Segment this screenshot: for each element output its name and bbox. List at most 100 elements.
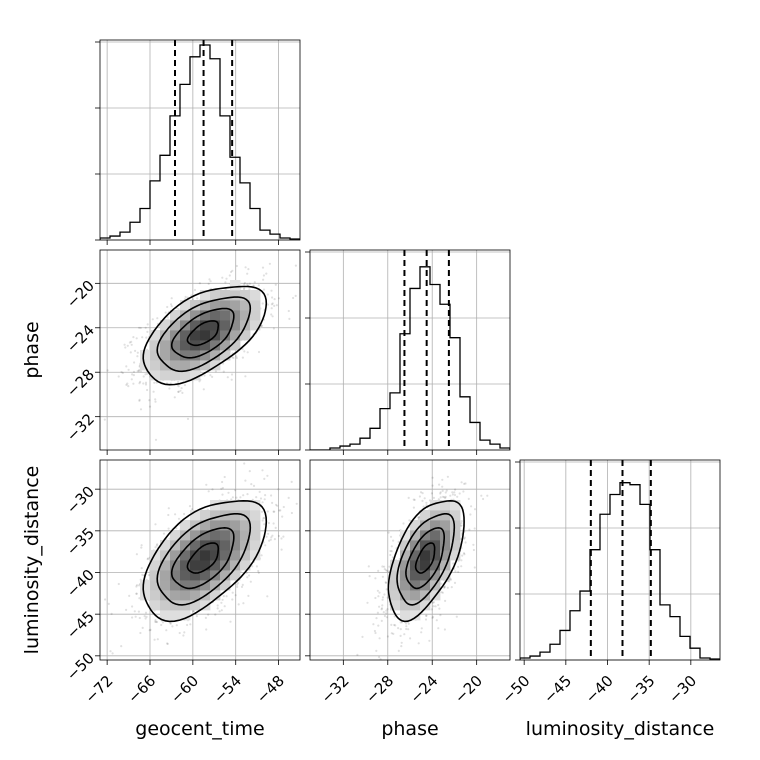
scatter-point: [169, 622, 172, 625]
density-cell: [190, 370, 201, 381]
scatter-point: [237, 603, 240, 606]
scatter-point: [464, 482, 467, 485]
scatter-point: [441, 485, 444, 488]
scatter-point: [192, 610, 195, 613]
scatter-point: [470, 505, 473, 508]
scatter-point: [198, 380, 201, 383]
density-cell: [150, 600, 161, 611]
scatter-point: [271, 315, 274, 318]
scatter-point: [387, 531, 390, 534]
scatter-point: [463, 537, 466, 540]
scatter-point: [168, 387, 171, 390]
scatter-point: [207, 282, 210, 285]
scatter-point: [440, 591, 443, 594]
scatter-point: [460, 524, 463, 528]
scatter-point: [402, 522, 405, 525]
scatter-point: [167, 527, 170, 530]
scatter-point: [444, 491, 447, 494]
scatter-point: [203, 374, 206, 377]
scatter-point: [379, 658, 382, 660]
x-axis-label-geocent_time: geocent_time: [135, 718, 264, 740]
scatter-point: [170, 305, 173, 308]
x-tick-label-geocent_time: −48: [253, 672, 288, 707]
density-cell: [190, 580, 201, 591]
scatter-point: [391, 556, 394, 559]
scatter-point: [132, 374, 135, 377]
density-cell: [190, 540, 201, 551]
scatter-point: [262, 517, 265, 520]
scatter-point: [221, 493, 224, 496]
scatter-point: [266, 510, 269, 513]
scatter-point: [222, 595, 225, 598]
scatter-point: [260, 324, 264, 328]
scatter-point: [262, 274, 265, 277]
scatter-point: [136, 369, 139, 373]
y-tick-label-phase: −32: [63, 410, 98, 445]
scatter-point: [178, 631, 181, 635]
scatter-point: [274, 283, 277, 286]
density-cell: [200, 570, 211, 581]
density-cell: [190, 300, 201, 311]
scatter-point: [117, 375, 120, 378]
scatter-point: [221, 598, 224, 601]
density-cell: [240, 300, 251, 311]
scatter-point: [443, 586, 446, 589]
scatter-point: [140, 567, 143, 570]
scatter-point: [444, 495, 447, 498]
scatter-point: [269, 538, 272, 541]
scatter-point: [435, 619, 438, 622]
scatter-point: [186, 623, 189, 627]
scatter-point: [407, 628, 410, 631]
scatter-point: [460, 520, 463, 523]
density-cell: [450, 510, 461, 521]
density-cell: [180, 560, 191, 571]
scatter-point: [191, 508, 194, 511]
density-cell: [170, 340, 181, 351]
scatter-point: [383, 568, 386, 571]
scatter-point: [375, 649, 378, 653]
scatter-point: [376, 611, 379, 614]
density-cell: [230, 340, 241, 351]
scatter-point: [166, 642, 169, 646]
density-cell: [250, 310, 261, 321]
scatter-point: [432, 605, 435, 608]
scatter-point: [482, 497, 485, 501]
scatter-point: [133, 361, 136, 364]
density-cell: [200, 510, 211, 521]
scatter-point: [207, 490, 210, 493]
density-cell: [420, 570, 431, 581]
density-cell: [400, 550, 411, 561]
scatter-point: [407, 622, 410, 625]
density-cell: [150, 560, 161, 571]
density-cell: [200, 360, 211, 371]
scatter-point: [145, 615, 148, 619]
scatter-point: [399, 628, 402, 631]
scatter-point: [193, 288, 197, 292]
scatter-point: [156, 317, 159, 320]
density-cell: [160, 330, 171, 341]
scatter-point: [248, 470, 251, 473]
scatter-point: [412, 498, 415, 501]
scatter-point: [271, 302, 274, 305]
scatter-point: [276, 504, 279, 507]
scatter-point: [383, 565, 386, 568]
x-tick-label-luminosity_distance: −50: [498, 672, 533, 707]
scatter-point: [243, 281, 246, 285]
density-cell: [230, 330, 241, 341]
scatter-point: [397, 627, 400, 630]
density-cell: [160, 540, 171, 551]
scatter-point: [137, 370, 140, 373]
y-tick-label-phase: −28: [63, 366, 98, 401]
density-cell: [250, 500, 261, 511]
scatter-point: [278, 509, 281, 512]
scatter-point: [277, 488, 280, 491]
scatter-point: [240, 585, 244, 589]
density-cell: [170, 590, 181, 601]
scatter-point: [167, 507, 170, 510]
density-cell: [220, 350, 231, 361]
scatter-point: [282, 505, 285, 509]
scatter-point: [428, 639, 431, 642]
density-cell: [230, 300, 241, 311]
scatter-point: [420, 631, 423, 634]
scatter-point: [138, 382, 141, 385]
